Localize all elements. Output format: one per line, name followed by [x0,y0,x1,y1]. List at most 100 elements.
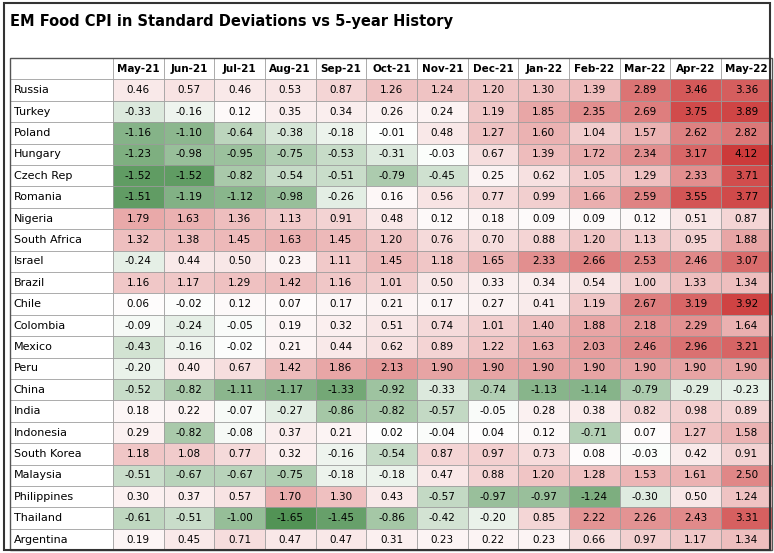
Bar [214,508,265,529]
Bar [163,529,214,550]
Text: 1.33: 1.33 [684,278,707,288]
Bar [113,358,163,379]
Text: 1.17: 1.17 [177,278,200,288]
Bar [519,101,569,122]
Text: -0.82: -0.82 [378,406,405,416]
Bar [366,444,417,465]
Text: 1.53: 1.53 [633,471,656,481]
Text: 1.40: 1.40 [532,321,555,331]
Text: 0.18: 0.18 [127,406,150,416]
Bar [519,336,569,358]
Text: 0.21: 0.21 [330,427,352,437]
Bar [721,315,772,336]
Bar [163,465,214,486]
Text: 0.70: 0.70 [481,235,505,245]
Text: 1.45: 1.45 [380,257,403,267]
Bar [163,144,214,165]
Text: 1.24: 1.24 [430,85,454,95]
Text: -0.03: -0.03 [429,149,456,159]
Bar [569,444,620,465]
Bar [366,186,417,208]
Bar [163,58,214,80]
Bar [467,358,519,379]
Text: 1.32: 1.32 [127,235,150,245]
Bar [519,229,569,251]
Text: 2.82: 2.82 [735,128,758,138]
Text: -0.02: -0.02 [176,299,202,309]
Text: 2.69: 2.69 [633,107,656,117]
Bar [569,251,620,272]
Bar [569,165,620,186]
Text: South Korea: South Korea [14,449,81,459]
Text: 3.19: 3.19 [684,299,707,309]
Bar [113,315,163,336]
Bar [467,336,519,358]
Text: May-22: May-22 [725,64,768,74]
Bar [417,508,467,529]
Bar [721,336,772,358]
Bar [620,529,670,550]
Text: 1.36: 1.36 [228,213,252,223]
Bar [569,272,620,294]
Text: 0.19: 0.19 [127,535,150,545]
Bar [265,208,316,229]
Text: Colombia: Colombia [14,321,66,331]
Text: 1.04: 1.04 [583,128,606,138]
Text: Peru: Peru [14,363,39,373]
Bar [113,400,163,422]
Text: -1.23: -1.23 [125,149,152,159]
Bar [10,465,113,486]
Bar [163,315,214,336]
Text: 1.79: 1.79 [127,213,150,223]
Bar [721,486,772,508]
Bar [620,144,670,165]
Text: 0.62: 0.62 [532,171,555,181]
Text: 1.57: 1.57 [633,128,656,138]
Text: 0.18: 0.18 [481,213,505,223]
Bar [721,58,772,80]
Text: -0.79: -0.79 [378,171,405,181]
Text: 3.07: 3.07 [735,257,758,267]
Text: Brazil: Brazil [14,278,45,288]
Bar [163,165,214,186]
Bar [467,101,519,122]
Bar [670,122,721,144]
Text: -0.08: -0.08 [226,427,253,437]
Bar [163,101,214,122]
Bar [670,465,721,486]
Text: 1.90: 1.90 [532,363,555,373]
Text: 1.90: 1.90 [481,363,505,373]
Bar [163,251,214,272]
Bar [316,208,366,229]
Bar [10,294,113,315]
Bar [214,144,265,165]
Bar [316,122,366,144]
Bar [265,358,316,379]
Text: -1.52: -1.52 [176,171,202,181]
Bar [366,379,417,400]
Text: 0.67: 0.67 [228,363,251,373]
Bar [620,465,670,486]
Text: -0.92: -0.92 [378,385,405,395]
Bar [417,379,467,400]
Text: 2.33: 2.33 [684,171,707,181]
Bar [10,186,113,208]
Bar [620,101,670,122]
Bar [366,400,417,422]
Text: 0.91: 0.91 [735,449,758,459]
Text: -0.53: -0.53 [327,149,354,159]
Bar [569,101,620,122]
Text: 1.88: 1.88 [735,235,758,245]
Text: 0.87: 0.87 [330,85,352,95]
Bar [265,122,316,144]
Text: 1.16: 1.16 [127,278,150,288]
Text: 0.97: 0.97 [481,449,505,459]
Text: -0.75: -0.75 [277,149,303,159]
Text: -0.51: -0.51 [176,513,202,523]
Bar [265,315,316,336]
Text: 0.50: 0.50 [431,278,454,288]
Text: -0.29: -0.29 [682,385,709,395]
Bar [214,229,265,251]
Text: -1.51: -1.51 [125,192,152,202]
Bar [265,294,316,315]
